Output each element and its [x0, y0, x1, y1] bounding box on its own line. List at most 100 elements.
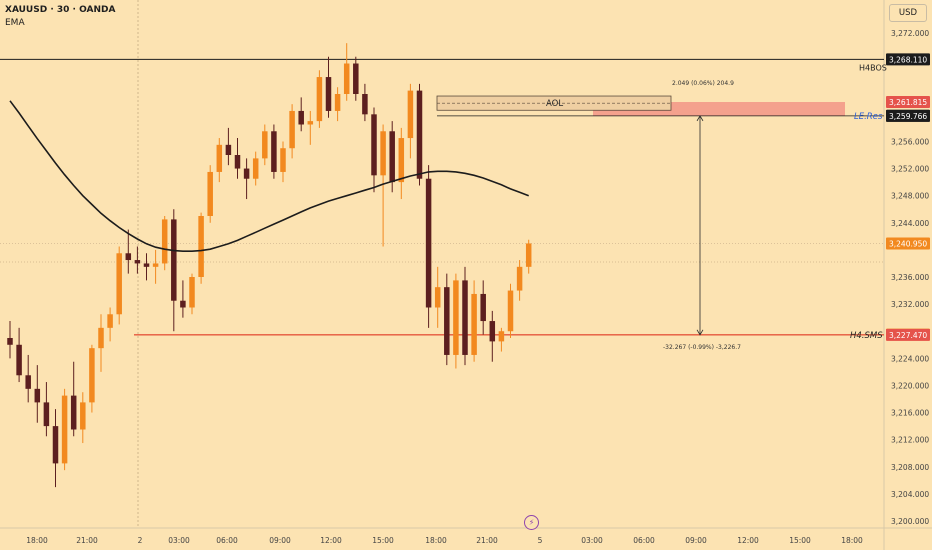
time-tick: 5 — [538, 536, 543, 545]
price-label-bg — [886, 53, 930, 66]
candle-body — [498, 331, 505, 342]
price-tick: 3,252.000 — [891, 165, 929, 174]
candle-body — [98, 327, 104, 349]
price-tick: 3,248.000 — [891, 192, 929, 201]
price-tick: 3,204.000 — [891, 490, 929, 499]
candle-body — [207, 171, 213, 216]
price-tick: 3,224.000 — [891, 354, 929, 363]
candle-body — [116, 253, 122, 315]
candle-body — [280, 148, 286, 172]
candle-body — [289, 110, 295, 149]
candle-body — [80, 402, 86, 430]
candle-body — [525, 243, 532, 267]
ema-line — [9, 100, 529, 252]
time-tick: 18:00 — [425, 536, 447, 545]
price-label: 3,227.470 — [889, 331, 927, 340]
price-tick: 3,272.000 — [891, 29, 929, 38]
indicator-label: EMA — [5, 18, 25, 28]
time-tick: 18:00 — [26, 536, 48, 545]
price-tick: 3,244.000 — [891, 219, 929, 228]
candle-body — [462, 280, 468, 355]
candle-body — [307, 121, 314, 125]
candle-body — [225, 144, 232, 155]
price-tick: 3,216.000 — [891, 409, 929, 418]
price-label-bg — [886, 237, 930, 250]
candle-body — [125, 253, 132, 261]
le-res-label: LE.Res — [854, 112, 883, 122]
measure-arrow-head-top — [696, 115, 704, 122]
candle-body — [89, 348, 95, 403]
candle-body — [252, 158, 259, 179]
measure-arrow-head-bottom — [696, 329, 704, 336]
time-tick: 2 — [138, 536, 143, 545]
candle-body — [407, 90, 414, 139]
time-tick: 12:00 — [320, 536, 342, 545]
candle-body — [25, 375, 31, 389]
price-tick: 3,256.000 — [891, 137, 929, 146]
time-tick: 09:00 — [685, 536, 707, 545]
candle-body — [371, 114, 377, 176]
candle-body — [134, 260, 141, 264]
candle-body — [234, 155, 241, 169]
price-tick: 3,212.000 — [891, 436, 929, 445]
time-tick: 12:00 — [737, 536, 759, 545]
candle-body — [243, 168, 250, 179]
candle-body — [143, 263, 150, 267]
candle-body — [107, 314, 113, 328]
time-tick: 06:00 — [216, 536, 238, 545]
candle-body — [216, 144, 223, 172]
candle-body — [444, 287, 450, 355]
candle-body — [16, 344, 22, 376]
candle-body — [43, 402, 50, 427]
price-label: 3,268.110 — [889, 55, 927, 64]
candle-body — [489, 321, 496, 342]
aol-label: AOL — [546, 99, 563, 109]
currency-button[interactable]: USD — [889, 4, 927, 22]
price-tick: 3,236.000 — [891, 273, 929, 282]
candle-body — [325, 77, 332, 111]
candle-body — [152, 263, 159, 267]
time-tick: 15:00 — [372, 536, 394, 545]
time-tick: 09:00 — [269, 536, 291, 545]
candle-body — [271, 131, 277, 172]
candle-body — [425, 178, 432, 308]
price-label: 3,240.950 — [889, 239, 927, 248]
measure-label: -32.267 (-0.99%) -3,226.7 — [663, 344, 741, 351]
price-tick: 3,208.000 — [891, 463, 929, 472]
time-tick: 21:00 — [476, 536, 498, 545]
candle-body — [180, 300, 186, 308]
h4-sms-label: H4.SMS — [850, 331, 883, 341]
candle-body — [362, 94, 368, 115]
time-tick: 18:00 — [841, 536, 863, 545]
candle-body — [453, 280, 459, 355]
time-tick: 03:00 — [168, 536, 190, 545]
price-label-bg — [886, 109, 930, 122]
price-label-bg — [886, 96, 930, 109]
candle-body — [398, 138, 405, 183]
candle-body — [189, 277, 195, 308]
price-tick: 3,220.000 — [891, 381, 929, 390]
price-tick: 3,232.000 — [891, 300, 929, 309]
time-tick: 15:00 — [789, 536, 811, 545]
time-tick: 21:00 — [76, 536, 98, 545]
candle-body — [198, 216, 204, 277]
candle-body — [471, 293, 477, 355]
aol-measure-label: 2.049 (0.06%) 204.9 — [672, 80, 734, 87]
candle-body — [34, 388, 41, 403]
event-flash-icon[interactable]: ⚡ — [524, 515, 539, 530]
candle-body — [316, 77, 323, 122]
candle-body — [507, 290, 514, 332]
price-label-bg — [886, 328, 930, 341]
price-label: 3,261.815 — [889, 98, 927, 107]
candle-body — [434, 287, 441, 308]
candle-body — [7, 338, 13, 345]
candle-body — [380, 131, 386, 176]
candle-body — [298, 110, 304, 125]
candle-body — [343, 63, 350, 94]
candle-body — [262, 131, 268, 159]
candle-body — [416, 90, 423, 179]
candle-body — [480, 293, 486, 322]
symbol-title: XAUUSD · 30 · OANDA — [5, 5, 116, 15]
